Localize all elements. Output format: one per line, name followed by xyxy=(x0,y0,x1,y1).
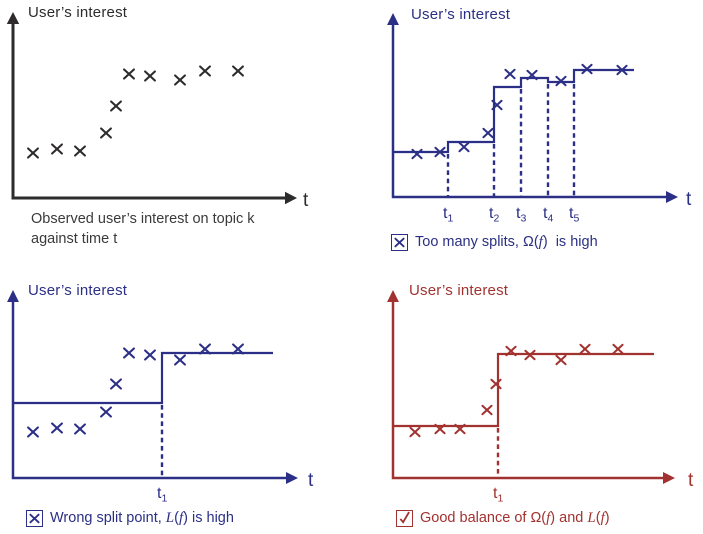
data-mark-x-icon xyxy=(434,423,446,435)
panel-caption-wrong-split: Wrong split point, L(f) is high xyxy=(26,510,234,527)
x-box-icon xyxy=(26,510,43,527)
data-mark-x-icon xyxy=(100,127,112,139)
data-mark-x-icon xyxy=(581,63,593,75)
data-mark-x-icon xyxy=(616,64,628,76)
checked-box-icon xyxy=(396,510,413,527)
split-label: t3 xyxy=(516,205,526,225)
split-label: t1 xyxy=(157,485,167,505)
step-function-line xyxy=(393,352,654,428)
plot-too-many-splits: t t1 t2 t3 t4 t5 xyxy=(387,13,692,225)
data-mark-x-icon xyxy=(174,74,186,86)
data-mark-x-icon xyxy=(144,349,156,361)
y-axis-arrow-icon xyxy=(7,290,19,302)
y-axis-label: User’s interest xyxy=(411,6,511,23)
data-mark-x-icon xyxy=(110,378,122,390)
axes-line xyxy=(391,301,664,480)
data-mark-x-icon xyxy=(199,65,211,77)
y-axis-arrow-icon xyxy=(387,13,399,25)
x-axis-label: t xyxy=(686,189,692,210)
split-label: t1 xyxy=(493,485,503,505)
data-mark-x-icon xyxy=(199,343,211,355)
data-mark-x-icon xyxy=(482,127,494,139)
data-mark-x-icon xyxy=(123,68,135,80)
caption-text: Observed user’s interest on topic k again… xyxy=(31,211,255,247)
panel-caption-observed: Observed user’s interest on topic k again… xyxy=(31,210,255,249)
caption-text: Too many splits, Ω(f) is high xyxy=(415,234,598,250)
step-function-line xyxy=(393,68,634,154)
data-mark-x-icon xyxy=(51,143,63,155)
x-axis-arrow-icon xyxy=(286,472,298,484)
data-mark-x-icon xyxy=(434,146,446,158)
data-mark-x-icon xyxy=(74,145,86,157)
plot-observed-scatter: t xyxy=(6,12,309,211)
x-axis-label: t xyxy=(688,470,694,491)
split-label: t2 xyxy=(489,205,499,225)
axes-line xyxy=(11,23,286,200)
data-mark-x-icon xyxy=(232,343,244,355)
data-mark-x-icon xyxy=(612,343,624,355)
data-mark-x-icon xyxy=(524,349,536,361)
split-label: t1 xyxy=(443,205,453,225)
data-mark-x-icon xyxy=(144,70,156,82)
x-box-icon xyxy=(391,234,408,251)
split-label: t4 xyxy=(543,205,553,225)
data-mark-x-icon xyxy=(232,65,244,77)
data-mark-x-icon xyxy=(505,345,517,357)
data-mark-x-icon xyxy=(458,141,470,153)
data-mark-x-icon xyxy=(504,68,516,80)
panel-observed-scatter: t User’s interest Observed user’s intere… xyxy=(0,0,351,267)
data-mark-x-icon xyxy=(51,422,63,434)
panel-too-many-splits: t t1 t2 t3 t4 t5 User’s interest Too many spl… xyxy=(352,0,703,267)
panel-good-balance: t t1 User’s interest Good balance of Ω(f)… xyxy=(352,267,703,534)
data-mark-x-icon xyxy=(454,423,466,435)
plot-wrong-split-point: t t1 xyxy=(7,290,314,505)
data-mark-x-icon xyxy=(27,426,39,438)
y-axis-label: User’s interest xyxy=(28,4,128,21)
data-mark-x-icon xyxy=(74,423,86,435)
x-axis-label: t xyxy=(303,190,309,211)
caption-text: Wrong split point, L(f) is high xyxy=(50,510,234,526)
step-function-line xyxy=(13,351,273,405)
x-axis-arrow-icon xyxy=(663,472,675,484)
y-axis-label: User’s interest xyxy=(409,282,509,299)
data-mark-x-icon xyxy=(123,347,135,359)
data-mark-x-icon xyxy=(411,148,423,160)
caption-text: Good balance of Ω(f) and L(f) xyxy=(420,510,610,526)
axes-line xyxy=(391,24,667,199)
data-mark-x-icon xyxy=(110,100,122,112)
panel-wrong-split-point: t t1 User’s interest Wrong split point, L… xyxy=(0,267,351,534)
panel-caption-good-balance: Good balance of Ω(f) and L(f) xyxy=(396,510,610,527)
data-mark-x-icon xyxy=(555,354,567,366)
data-mark-x-icon xyxy=(409,426,421,438)
data-mark-x-icon xyxy=(27,147,39,159)
x-axis-label: t xyxy=(308,470,314,491)
y-axis-label: User’s interest xyxy=(28,282,128,299)
x-axis-arrow-icon xyxy=(285,191,297,205)
data-mark-x-icon xyxy=(100,406,112,418)
y-axis-arrow-icon xyxy=(387,290,399,302)
data-mark-x-icon xyxy=(579,343,591,355)
data-mark-x-icon xyxy=(174,354,186,366)
axes-line xyxy=(11,301,287,480)
data-mark-x-icon xyxy=(490,378,502,390)
data-mark-x-icon xyxy=(555,75,567,87)
data-mark-x-icon xyxy=(481,404,493,416)
split-label: t5 xyxy=(569,205,579,225)
data-mark-x-icon xyxy=(526,69,538,81)
data-mark-x-icon xyxy=(491,99,503,111)
x-axis-arrow-icon xyxy=(666,191,678,203)
panel-caption-too-many-splits: Too many splits, Ω(f) is high xyxy=(391,234,598,251)
plot-good-balance: t t1 xyxy=(387,290,694,505)
y-axis-arrow-icon xyxy=(6,12,20,24)
